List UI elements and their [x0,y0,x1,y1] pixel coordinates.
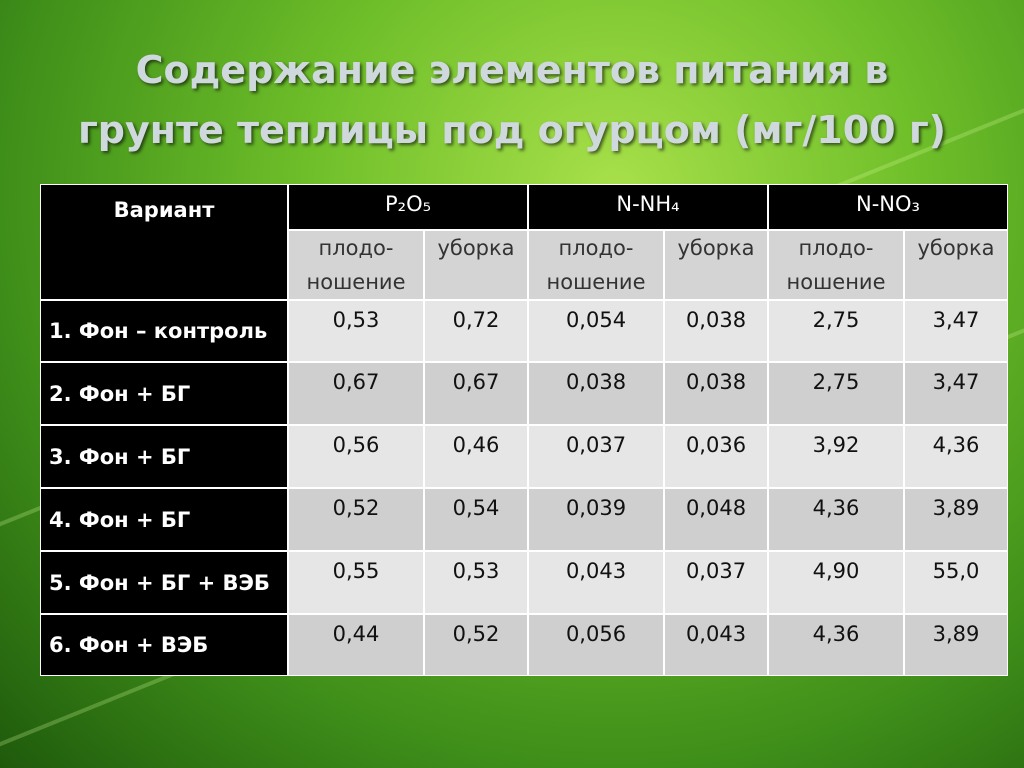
table-cell: 4,90 [768,551,904,614]
sub-header: уборка [664,230,768,300]
table-cell: 0,043 [528,551,664,614]
table-cell: 4,36 [904,425,1008,488]
row-label: 5. Фон + БГ + ВЭБ [40,551,288,614]
sub-header: плодо- ношение [288,230,424,300]
group-header: N-NH₄ [528,184,768,230]
table-cell: 3,92 [768,425,904,488]
table-cell: 3,89 [904,488,1008,551]
table-cell: 0,038 [664,362,768,425]
table-cell: 0,67 [424,362,528,425]
table-cell: 2,75 [768,362,904,425]
table-cell: 55,0 [904,551,1008,614]
table-cell: 3,47 [904,300,1008,362]
table-cell: 0,038 [528,362,664,425]
table-cell: 4,36 [768,614,904,676]
sub-header: плодо- ношение [768,230,904,300]
title-line: Содержание элементов питания в [135,48,889,92]
table-cell: 0,53 [424,551,528,614]
table-cell: 3,47 [904,362,1008,425]
table-cell: 0,56 [288,425,424,488]
table-cell: 0,036 [664,425,768,488]
table-cell: 0,056 [528,614,664,676]
row-label: 4. Фон + БГ [40,488,288,551]
title-line: грунте теплицы под огурцом (мг/100 г) [77,108,947,152]
corner-header: Вариант [40,184,288,300]
table-cell: 0,039 [528,488,664,551]
table-cell: 3,89 [904,614,1008,676]
table-cell: 0,043 [664,614,768,676]
group-header: N-NO₃ [768,184,1008,230]
table-cell: 0,037 [528,425,664,488]
row-label: 1. Фон – контроль [40,300,288,362]
table-cell: 0,54 [424,488,528,551]
table-cell: 4,36 [768,488,904,551]
table-cell: 0,44 [288,614,424,676]
table-cell: 0,037 [664,551,768,614]
table-cell: 0,72 [424,300,528,362]
table-cell: 0,054 [528,300,664,362]
table-cell: 0,038 [664,300,768,362]
sub-header: плодо- ношение [528,230,664,300]
table-cell: 0,52 [288,488,424,551]
table-cell: 0,048 [664,488,768,551]
table-cell: 0,55 [288,551,424,614]
table-cell: 0,53 [288,300,424,362]
row-label: 6. Фон + ВЭБ [40,614,288,676]
sub-header: уборка [904,230,1008,300]
row-label: 2. Фон + БГ [40,362,288,425]
table-cell: 0,52 [424,614,528,676]
table-cell: 0,67 [288,362,424,425]
row-label: 3. Фон + БГ [40,425,288,488]
table-cell: 0,46 [424,425,528,488]
sub-header: уборка [424,230,528,300]
table-cell: 2,75 [768,300,904,362]
group-header: P₂O₅ [288,184,528,230]
